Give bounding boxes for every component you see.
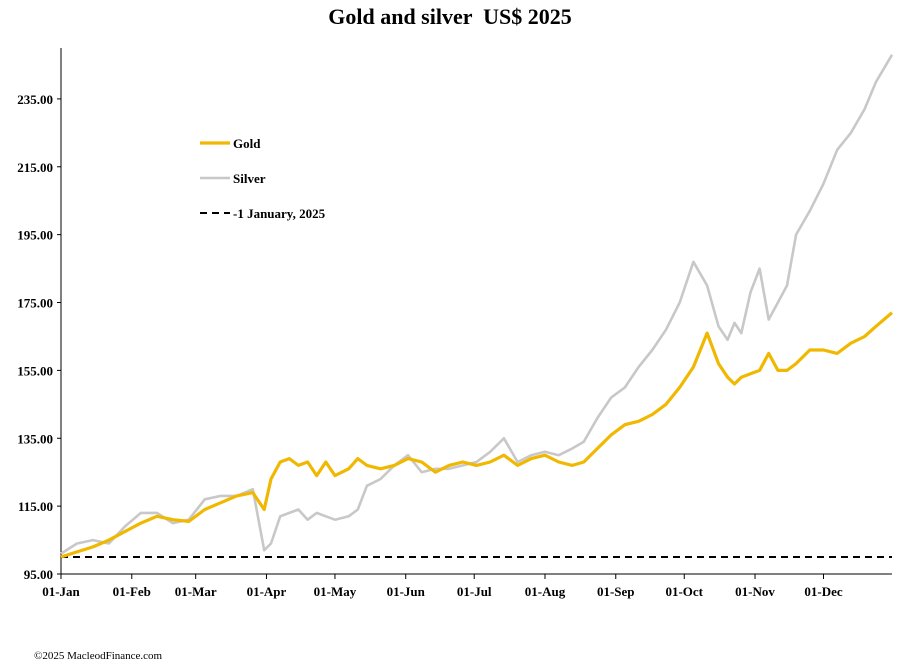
- x-tick-label: 01-Dec: [804, 584, 842, 599]
- chart-title: Gold and silver US$ 2025: [328, 4, 572, 29]
- legend: Gold Silver -1 January, 2025: [200, 136, 326, 221]
- legend-label: -1 January, 2025: [233, 206, 326, 221]
- x-tick-label: 01-Jul: [457, 584, 492, 599]
- gold-series-line: [60, 311, 894, 559]
- y-tick-label: 115.00: [18, 499, 53, 514]
- y-tick-label: 135.00: [17, 431, 53, 446]
- x-tick-label: 01-Oct: [665, 584, 703, 599]
- series-layer: [60, 54, 894, 559]
- silver-series-line: [60, 54, 894, 555]
- y-tick-label: 235.00: [17, 92, 53, 107]
- x-tick-label: 01-Aug: [525, 584, 566, 599]
- y-tick-label: 215.00: [17, 160, 53, 175]
- x-tick-label: 01-Sep: [597, 584, 635, 599]
- axes: 95.00 115.00 135.00 155.00 175.00 195.00 215.0…: [17, 48, 892, 599]
- x-tick-label: 01-Feb: [113, 584, 151, 599]
- x-tick-label: 01-Jun: [387, 584, 426, 599]
- x-tick-label: 01-Nov: [735, 584, 775, 599]
- copyright-credit: ©2025 MacleodFinance.com: [34, 650, 163, 662]
- x-tick-label: 01-May: [314, 584, 357, 599]
- y-tick-label: 195.00: [17, 228, 53, 243]
- y-tick-label: 155.00: [17, 363, 53, 378]
- legend-label: Gold: [233, 136, 261, 151]
- y-tick-label: 95.00: [24, 567, 53, 582]
- x-tick-label: 01-Jan: [42, 584, 80, 599]
- y-tick-label: 175.00: [17, 296, 53, 311]
- x-tick-label: 01-Apr: [247, 584, 287, 599]
- legend-label: Silver: [233, 171, 266, 186]
- x-tick-label: 01-Mar: [175, 584, 217, 599]
